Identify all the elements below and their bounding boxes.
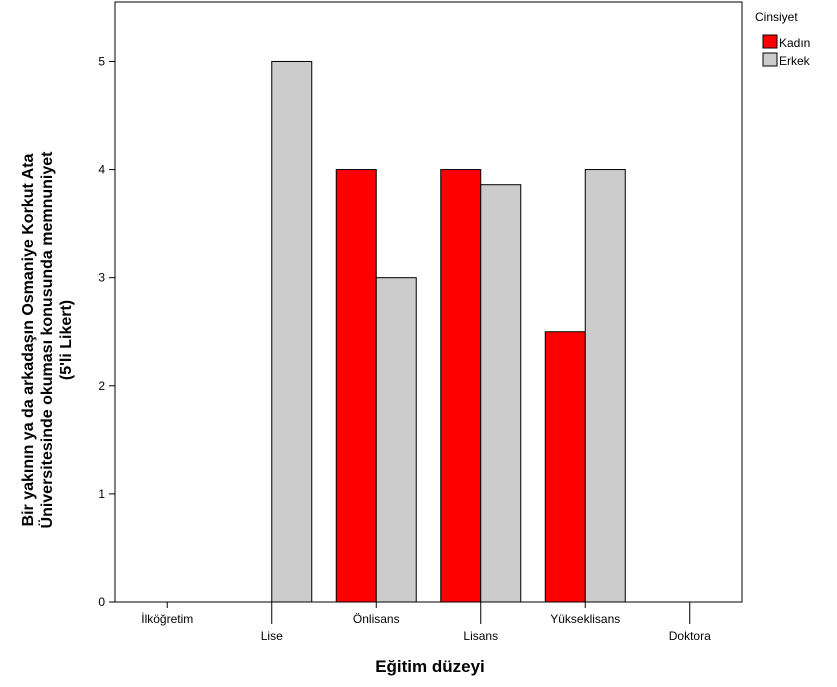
x-axis-title: Eğitim düzeyi [375,657,485,676]
legend-swatch-kadın [762,34,778,49]
bar-erkek-1 [271,60,313,603]
x-axis: İlköğretim Lise Önlisans Lisans Yükseklisans… [141,602,711,643]
bars [271,60,626,603]
x-tick-label: Önlisans [353,612,400,626]
bar-kadın-2 [335,169,377,603]
bar-kadın-3 [440,169,482,603]
x-tick-label: Yükseklisans [550,612,620,626]
bar-erkek-3 [480,184,522,603]
y-axis-title: Bir yakının ya da arkadaşın Osmaniye Kor… [20,151,75,529]
legend-label-kadın: Kadın [779,36,810,50]
bar-kadın-4 [544,331,586,603]
y-axis-title-line-2: Üniversitesinde okuması konusunda memnun… [37,151,56,529]
legend-label-erkek: Erkek [779,54,811,68]
legend: Cinsiyet Kadın Erkek [755,10,811,68]
y-tick-label: 0 [98,595,105,609]
x-tick-label: Doktora [669,629,711,643]
y-axis-title-line-1: Bir yakının ya da arkadaşın Osmaniye Kor… [20,153,37,526]
y-axis-title-line-3: (5'li Likert) [58,300,75,380]
y-tick-label: 2 [98,379,105,393]
y-tick-label: 1 [98,487,105,501]
x-tick-label: Lisans [463,629,498,643]
y-tick-label: 5 [98,54,105,68]
bar-erkek-4 [584,169,626,603]
legend-title: Cinsiyet [755,10,798,24]
x-tick-label: Lise [261,629,283,643]
y-tick-label: 4 [98,163,105,177]
bar-erkek-2 [375,277,417,603]
y-axis: 0 1 2 3 4 5 [98,54,115,609]
x-tick-label: İlköğretim [141,612,193,626]
legend-swatch-erkek [762,52,778,67]
plot-area [114,1,743,603]
y-tick-label: 3 [98,271,105,285]
